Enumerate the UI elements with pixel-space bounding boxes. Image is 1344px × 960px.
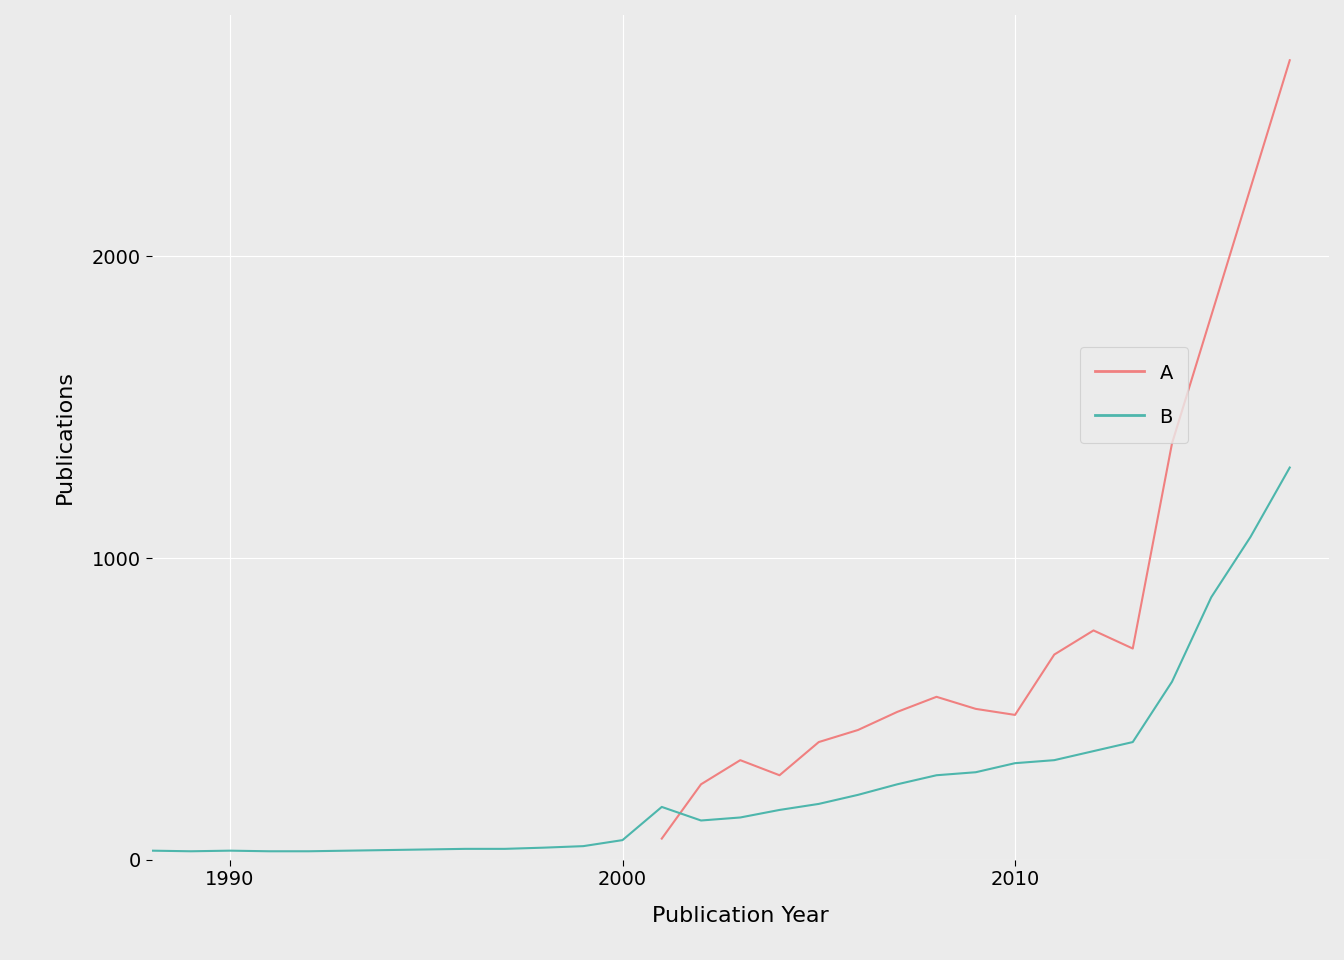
Y-axis label: Publications: Publications	[55, 371, 75, 504]
B	[771, 804, 788, 816]
B	[144, 845, 160, 856]
Line: A: A	[661, 60, 1290, 839]
A	[849, 724, 866, 735]
A	[929, 691, 945, 703]
A	[1164, 438, 1180, 449]
B	[1203, 591, 1219, 603]
B	[497, 843, 513, 854]
A	[968, 703, 984, 714]
B	[536, 842, 552, 853]
B	[301, 846, 317, 857]
B	[183, 846, 199, 857]
A	[694, 779, 710, 790]
B	[575, 840, 591, 852]
A	[732, 755, 749, 766]
B	[261, 846, 277, 857]
Line: B: B	[152, 468, 1290, 852]
B	[1046, 755, 1062, 766]
B	[732, 812, 749, 824]
A	[1046, 649, 1062, 660]
A	[810, 736, 827, 748]
B	[810, 798, 827, 809]
B	[653, 802, 669, 813]
A	[1086, 625, 1102, 636]
A	[890, 707, 906, 718]
B	[222, 845, 238, 856]
B	[890, 779, 906, 790]
B	[849, 789, 866, 801]
B	[694, 815, 710, 827]
X-axis label: Publication Year: Publication Year	[652, 906, 829, 925]
B	[1164, 676, 1180, 687]
A	[653, 833, 669, 845]
B	[1086, 745, 1102, 756]
A	[1007, 709, 1023, 721]
A	[1125, 643, 1141, 655]
B	[614, 834, 630, 846]
B	[418, 844, 434, 855]
B	[1007, 757, 1023, 769]
A	[1282, 55, 1298, 66]
B	[1242, 531, 1258, 542]
B	[929, 770, 945, 781]
A	[771, 770, 788, 781]
B	[457, 843, 473, 854]
B	[340, 845, 356, 856]
B	[968, 766, 984, 778]
B	[1282, 462, 1298, 473]
Legend: A, B: A, B	[1079, 348, 1188, 443]
B	[1125, 736, 1141, 748]
B	[379, 844, 395, 855]
